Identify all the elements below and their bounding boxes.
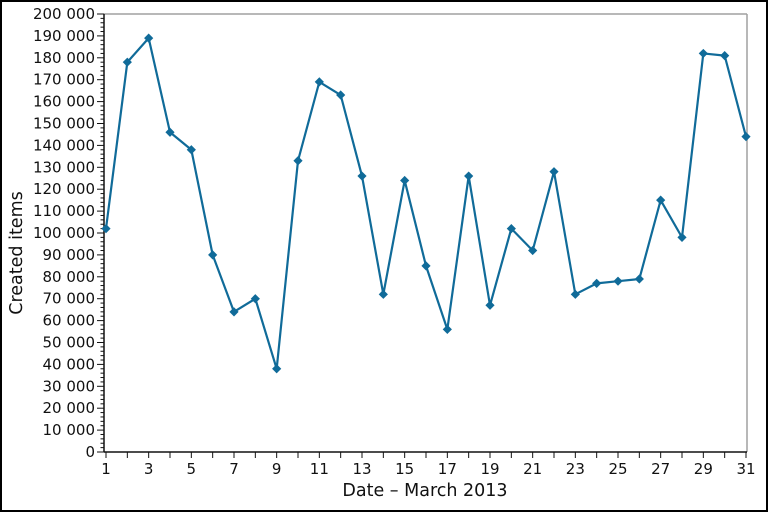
y-tick-label: 160 000 xyxy=(33,93,95,111)
y-tick-label: 180 000 xyxy=(33,49,95,67)
data-point xyxy=(485,300,495,310)
y-tick-label: 50 000 xyxy=(43,334,96,352)
x-tick-label: 7 xyxy=(229,460,239,478)
data-point xyxy=(357,171,367,181)
y-tick-label: 60 000 xyxy=(43,312,96,330)
x-tick-label: 25 xyxy=(608,460,627,478)
x-tick-label: 15 xyxy=(395,460,414,478)
data-point xyxy=(442,324,452,334)
data-point xyxy=(272,364,282,374)
data-point xyxy=(506,224,516,234)
x-tick-label: 21 xyxy=(523,460,542,478)
data-point xyxy=(549,167,559,177)
data-point xyxy=(336,90,346,100)
data-point xyxy=(528,245,538,256)
data-point xyxy=(698,48,708,59)
data-point xyxy=(677,232,687,242)
data-point xyxy=(720,51,730,61)
data-point xyxy=(570,289,580,299)
data-point xyxy=(656,195,666,205)
x-tick-label: 11 xyxy=(310,460,329,478)
y-tick-label: 30 000 xyxy=(43,377,96,395)
y-tick-label: 10 000 xyxy=(43,421,96,439)
data-point xyxy=(634,274,644,284)
x-tick-label: 29 xyxy=(694,460,713,478)
data-point xyxy=(378,289,388,299)
y-tick-label: 100 000 xyxy=(33,224,95,242)
x-tick-label: 23 xyxy=(566,460,585,478)
x-tick-label: 17 xyxy=(438,460,457,478)
y-tick-label: 140 000 xyxy=(33,136,95,154)
y-tick-label: 20 000 xyxy=(43,399,96,417)
data-point xyxy=(208,250,218,260)
x-tick-label: 13 xyxy=(352,460,371,478)
x-tick-label: 31 xyxy=(736,460,755,478)
data-point xyxy=(592,278,602,288)
x-tick-label: 5 xyxy=(187,460,197,478)
data-point xyxy=(741,132,751,142)
data-point xyxy=(122,57,132,67)
y-tick-label: 80 000 xyxy=(43,268,96,286)
data-point xyxy=(613,276,623,286)
x-axis-title: Date – March 2013 xyxy=(342,481,507,501)
data-point xyxy=(464,171,474,181)
y-tick-label: 40 000 xyxy=(43,355,96,373)
y-tick-label: 90 000 xyxy=(43,246,96,264)
data-point xyxy=(250,294,260,304)
y-tick-label: 170 000 xyxy=(33,71,95,89)
y-tick-label: 190 000 xyxy=(33,27,95,45)
data-point xyxy=(144,33,154,43)
x-tick-label: 9 xyxy=(272,460,282,478)
data-point xyxy=(186,145,196,155)
data-point xyxy=(229,307,239,317)
y-tick-label: 130 000 xyxy=(33,158,95,176)
y-tick-label: 0 xyxy=(85,443,95,461)
x-tick-label: 27 xyxy=(651,460,670,478)
y-tick-label: 200 000 xyxy=(33,5,95,23)
x-tick-label: 1 xyxy=(101,460,111,478)
data-point xyxy=(421,261,431,271)
x-tick-label: 3 xyxy=(144,460,154,478)
data-point xyxy=(165,127,175,137)
data-line xyxy=(104,36,748,370)
y-tick-label: 150 000 xyxy=(33,115,95,133)
x-tick-label: 19 xyxy=(480,460,499,478)
y-axis-title: Created items xyxy=(7,191,27,314)
data-point xyxy=(400,175,410,186)
data-point xyxy=(293,156,303,166)
y-tick-label: 110 000 xyxy=(33,202,95,220)
data-point xyxy=(314,77,324,87)
y-tick-label: 70 000 xyxy=(43,290,96,308)
data-point xyxy=(101,224,111,234)
y-tick-label: 120 000 xyxy=(33,180,95,198)
